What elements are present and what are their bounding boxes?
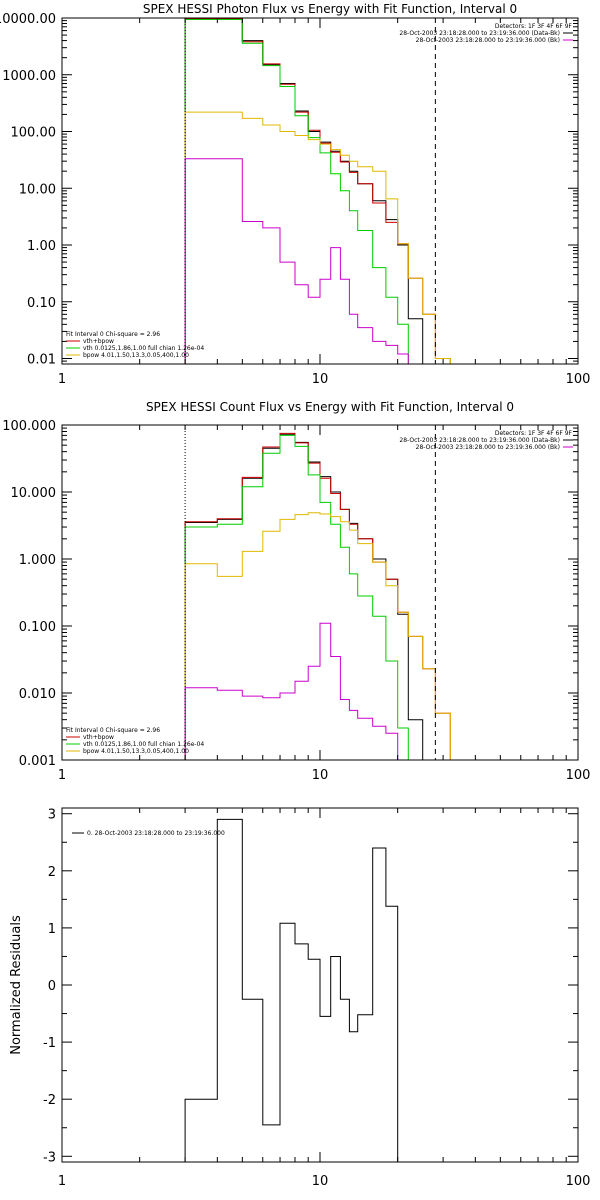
x-tick-label: 100 (566, 372, 591, 387)
y-tick-label: 1.00 (27, 239, 56, 254)
series-group (184, 818, 399, 1162)
fit-chi-square-text: Fit Interval 0 Chi-square = 2.96 (66, 331, 160, 338)
chart-panel-2: SPEX HESSI Count Flux vs Energy with Fit… (2, 400, 590, 783)
y-tick-label: 0.01 (27, 353, 56, 368)
series-group (184, 18, 451, 364)
y-tick-label: 1.000 (19, 553, 56, 568)
series-line-fit (184, 18, 451, 364)
series-background (184, 158, 409, 364)
info-line: Detectors: 1F 3F 4F 6F 9F (495, 430, 573, 437)
x-axis: 1 10 100 (58, 425, 591, 783)
x-tick-label: 100 (566, 768, 591, 783)
series-residuals (184, 818, 399, 1162)
legend-entry-vth: vth 0.0125,1.86,1.00 full chian 1.26e-04 (83, 345, 204, 352)
chart-panel-1: SPEX HESSI Photon Flux vs Energy with Fi… (0, 2, 590, 387)
legend-fit: Fit Interval 0 Chi-square = 2.96vth+bpow… (66, 727, 204, 755)
series-vth (184, 19, 409, 364)
legend-fit: Fit Interval 0 Chi-square = 2.96vth+bpow… (66, 331, 204, 359)
chart-title: SPEX HESSI Photon Flux vs Energy with Fi… (143, 2, 517, 16)
series-line-residuals (184, 818, 399, 1162)
y-tick-label: 0.010 (19, 687, 56, 702)
x-tick-label: 1 (58, 1174, 66, 1189)
series-line-total (184, 433, 424, 760)
y-tick-label: 100.000 (2, 419, 56, 434)
y-axis: 0.001 0.010 0.100 1.000 10.000 100.000 (2, 419, 578, 769)
series-total (184, 18, 424, 364)
y-tick-label: 1000.00 (2, 69, 56, 84)
series-line-bpow (184, 111, 451, 364)
legend-entry-bpow: bpow 4.01,1.50,13.3,0.05,400,1.00 (83, 352, 189, 359)
legend-entry-bpow: bpow 4.01,1.50,13.3,0.05,400,1.00 (83, 748, 189, 755)
fit-chi-square-text: Fit Interval 0 Chi-square = 2.96 (66, 727, 160, 734)
series-fit (184, 18, 451, 364)
legend-residuals: 0. 28-Oct-2003 23:18:28.000 to 23:19:36.… (72, 830, 225, 837)
y-tick-label: -2 (43, 1093, 56, 1108)
y-tick-label: -3 (43, 1150, 56, 1165)
legend-entry-residuals: 0. 28-Oct-2003 23:18:28.000 to 23:19:36.… (87, 830, 225, 837)
y-tick-label: 1 (48, 922, 56, 937)
legend-entry-fit: vth+bpow (83, 338, 114, 345)
y-tick-label: 100.00 (11, 126, 57, 141)
legend-entry-vth: vth 0.0125,1.86,1.00 full chian 1.26e-04 (83, 741, 204, 748)
series-fit (184, 432, 464, 760)
y-axis-label: Normalized Residuals (9, 915, 24, 1055)
x-tick-label: 1 (58, 768, 66, 783)
series-line-bpow (184, 512, 464, 760)
series-line-fit (184, 432, 464, 760)
y-tick-label: -1 (43, 1036, 56, 1051)
x-axis: 1 10 100 (58, 18, 591, 387)
info-line: 28-Oct-2003 23:18:28.000 to 23:19:36.000… (399, 437, 560, 444)
series-line-vth (184, 434, 409, 760)
y-tick-label: 0.001 (19, 754, 56, 769)
y-axis: 0.01 0.10 1.00 10.00 100.00 1000.00 10000.00 (0, 12, 578, 368)
y-tick-label: 10.00 (19, 182, 56, 197)
series-total (184, 433, 424, 760)
y-tick-label: 2 (48, 865, 56, 880)
x-tick-label: 10 (312, 372, 329, 387)
y-tick-label: 0.10 (27, 296, 56, 311)
info-line: Detectors: 1F 3F 4F 6F 9F (495, 23, 573, 30)
x-tick-label: 10 (312, 768, 329, 783)
y-tick-label: 10000.00 (0, 12, 56, 27)
series-vth (184, 434, 409, 760)
series-group (184, 432, 464, 760)
x-axis: 1 10 100 (58, 808, 591, 1189)
series-line-total (184, 18, 424, 364)
chart-panel-3: Normalized Residuals 1 10 100 -3 -2 -1 0 1 2 3 0. 2… (9, 807, 591, 1189)
series-line-background (184, 622, 399, 760)
y-tick-label: 3 (48, 808, 56, 823)
plot-frame (61, 17, 579, 365)
series-bpow (184, 512, 464, 760)
x-tick-label: 100 (566, 1174, 591, 1189)
info-line: 28-Oct-2003 23:18:28.000 to 23:19:36.000… (416, 444, 560, 451)
series-line-vth (184, 19, 409, 364)
x-tick-label: 10 (312, 1174, 329, 1189)
series-background (184, 622, 399, 760)
y-tick-label: 10.000 (11, 486, 57, 501)
y-tick-label: 0.100 (19, 620, 56, 635)
info-line: 28-Oct-2003 23:18:28.000 to 23:19:36.000… (416, 37, 560, 44)
chart-title: SPEX HESSI Count Flux vs Energy with Fit… (146, 400, 514, 414)
series-line-background (184, 158, 409, 364)
y-axis: -3 -2 -1 0 1 2 3 (43, 808, 578, 1165)
y-tick-label: 0 (48, 979, 56, 994)
series-bpow (184, 111, 451, 364)
x-tick-label: 1 (58, 372, 66, 387)
legend-entry-fit: vth+bpow (83, 734, 114, 741)
info-line: 28-Oct-2003 23:18:28.000 to 23:19:36.000… (399, 30, 560, 37)
